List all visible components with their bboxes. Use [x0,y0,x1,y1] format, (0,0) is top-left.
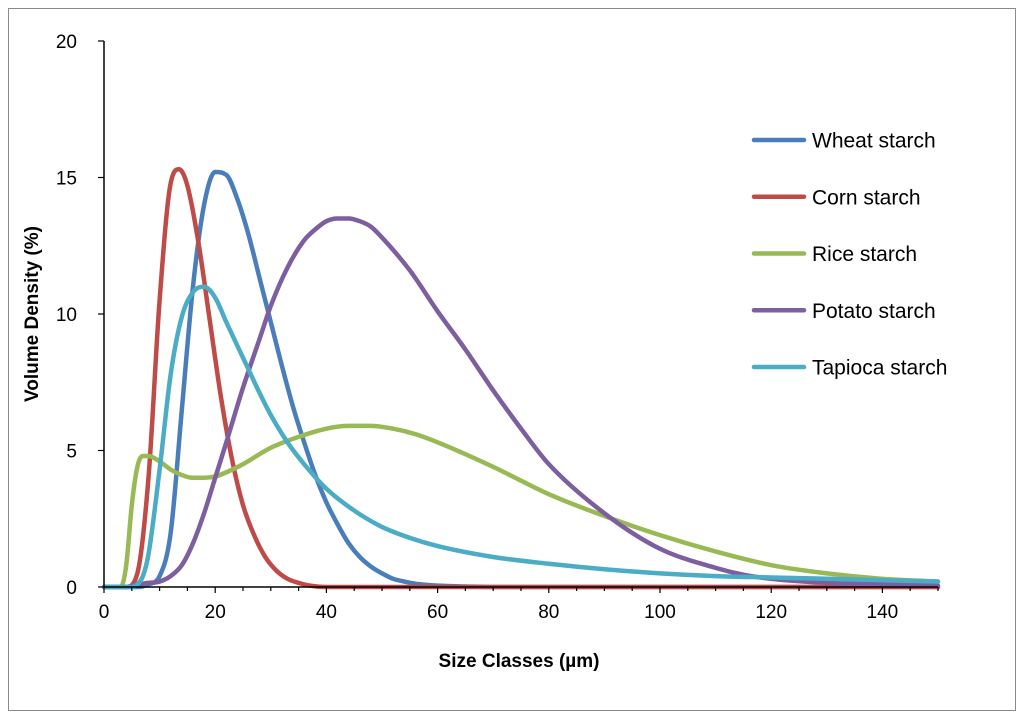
y-axis-title: Volume Density (%) [22,226,43,402]
series-line-tapioca-starch [101,284,941,590]
x-tick-label: 0 [99,602,110,623]
y-tick-label: 5 [66,442,77,463]
x-tick-label: 60 [427,602,448,623]
legend-label: Corn starch [812,186,921,209]
legend-item-rice-starch: Rice starch [751,243,917,266]
legend-label: Wheat starch [812,130,936,153]
chart-frame [8,8,1016,711]
legend-item-potato-starch: Potato starch [751,300,936,323]
x-tick-label: 140 [867,602,899,623]
legend-item-tapioca-starch: Tapioca starch [751,357,947,380]
x-axis-title: Size Classes (µm) [439,651,600,672]
y-tick-label: 15 [56,169,77,190]
legend-label: Potato starch [812,300,936,323]
y-axis-ticks: 0 5 10 15 20 [56,32,104,599]
series-line-wheat-starch [101,169,941,590]
y-tick-label: 0 [66,578,77,599]
x-tick-label: 40 [316,602,337,623]
legend: Wheat starch Corn starch Rice starch Potato… [751,130,947,380]
legend-item-wheat-starch: Wheat starch [751,130,936,153]
x-tick-label: 20 [205,602,226,623]
y-tick-label: 10 [56,305,77,326]
series-line-potato-starch [101,216,941,590]
legend-label: Tapioca starch [812,357,947,380]
x-tick-label: 100 [644,602,676,623]
y-tick-label: 20 [56,32,77,53]
x-tick-label: 120 [755,602,787,623]
legend-item-corn-starch: Corn starch [751,186,921,209]
legend-label: Rice starch [812,243,917,266]
x-axis-ticks: 0 20 40 60 80 100 120 140 [99,587,939,623]
x-tick-label: 80 [538,602,559,623]
